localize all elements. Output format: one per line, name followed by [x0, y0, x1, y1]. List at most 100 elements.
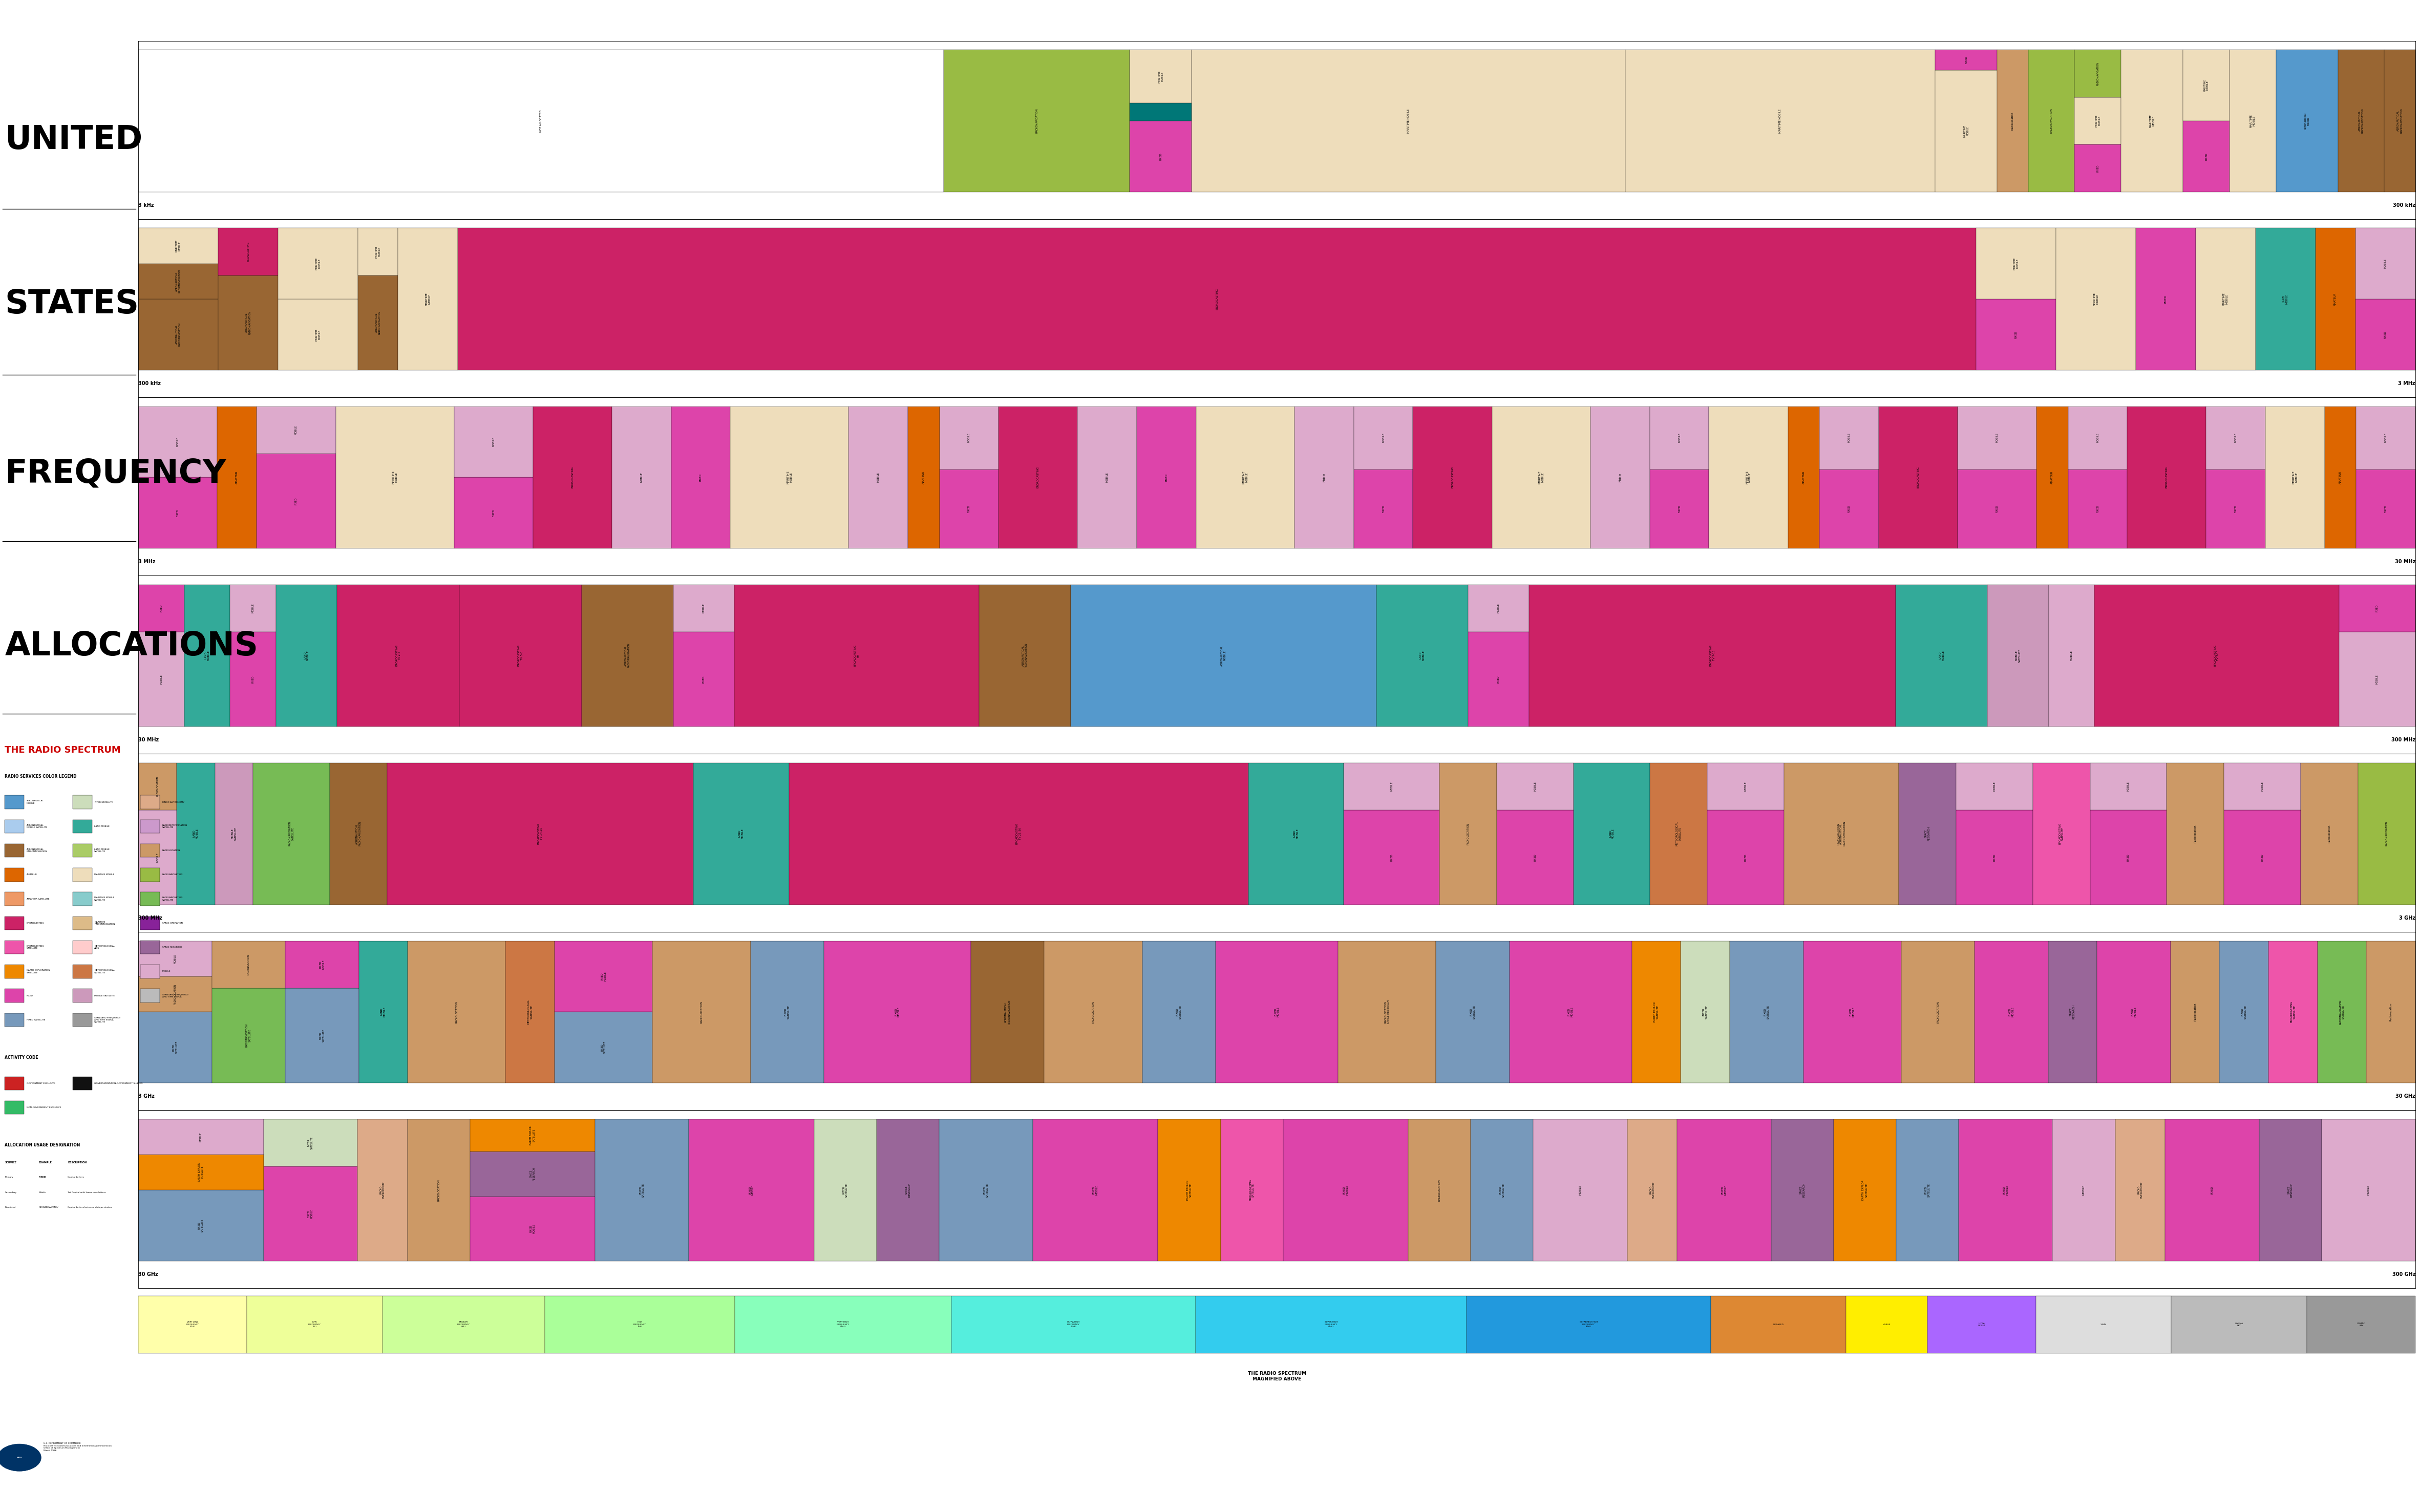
Bar: [1345, 810, 1439, 904]
Text: LAND
MOBILE: LAND MOBILE: [1420, 650, 1425, 661]
Text: BROADCASTING: BROADCASTING: [1451, 467, 1454, 488]
Text: FIXED
SATELLITE: FIXED SATELLITE: [1176, 1005, 1183, 1019]
Text: FIXED
MOBILE: FIXED MOBILE: [895, 1007, 900, 1018]
Text: FIXED: FIXED: [2015, 331, 2017, 339]
Text: MARITIME
MOBILE: MARITIME MOBILE: [426, 292, 431, 305]
Text: MEDIUM
FREQUENCY
(MF): MEDIUM FREQUENCY (MF): [457, 1321, 469, 1328]
Bar: [939, 407, 999, 469]
Bar: [2056, 228, 2136, 370]
Text: Radiolocation: Radiolocation: [2194, 1002, 2196, 1021]
Bar: [1193, 50, 1626, 192]
Text: EXAMPLE: EXAMPLE: [39, 1161, 53, 1164]
Bar: [1076, 407, 1137, 549]
Text: AERONAUTICAL
MOBILE: AERONAUTICAL MOBILE: [1222, 646, 1226, 665]
Bar: [2206, 407, 2267, 469]
Bar: [218, 228, 278, 275]
Bar: [278, 299, 358, 370]
Text: MOBILE: MOBILE: [878, 472, 881, 482]
Text: FIXED: FIXED: [2126, 854, 2129, 860]
Bar: [2076, 97, 2121, 145]
Text: BROADCASTING
TV 7-13: BROADCASTING TV 7-13: [1710, 644, 1715, 667]
Text: LAND MOBILE: LAND MOBILE: [94, 826, 109, 827]
Text: AERONAUTICAL
RADIONAVIGATION: AERONAUTICAL RADIONAVIGATION: [356, 821, 360, 847]
Bar: [907, 407, 939, 549]
Bar: [2054, 1119, 2114, 1261]
Bar: [670, 407, 731, 549]
Text: FIXED: FIXED: [2165, 295, 2167, 302]
Text: AERONAUTICAL
RADIONAVIGATION: AERONAUTICAL RADIONAVIGATION: [1021, 643, 1028, 668]
Text: RADIO ASTRONOMY: RADIO ASTRONOMY: [162, 801, 184, 803]
Text: SPACE
RESEARCH: SPACE RESEARCH: [1926, 827, 1930, 841]
Bar: [215, 762, 254, 904]
Text: LAND
MOBILE: LAND MOBILE: [194, 829, 198, 839]
Text: FIXED
MOBILE: FIXED MOBILE: [530, 1223, 535, 1234]
Text: LAND
MOBILE: LAND MOBILE: [1609, 829, 1613, 839]
Bar: [73, 1077, 92, 1090]
Bar: [1802, 940, 1901, 1083]
Bar: [1901, 940, 1974, 1083]
Bar: [2196, 228, 2255, 370]
Text: FIXED
SATELLITE: FIXED SATELLITE: [1926, 1182, 1930, 1198]
Text: FIXED
MOBILE: FIXED MOBILE: [1851, 1007, 1855, 1018]
Bar: [2337, 50, 2385, 192]
Text: FIXED
SATELLITE: FIXED SATELLITE: [1500, 1182, 1505, 1198]
Bar: [1497, 810, 1572, 904]
Bar: [2223, 762, 2300, 810]
Text: FIXED: FIXED: [699, 473, 702, 481]
Text: LAND
MOBILE: LAND MOBILE: [738, 829, 745, 839]
Bar: [1976, 299, 2056, 370]
Text: FIXED
SATELLITE: FIXED SATELLITE: [198, 1219, 203, 1232]
Text: MARITIME MOBILE: MARITIME MOBILE: [94, 874, 114, 875]
Bar: [1159, 1119, 1222, 1261]
Text: RADIO
ASTRONOMY: RADIO ASTRONOMY: [1650, 1181, 1655, 1199]
Text: Radiolocation: Radiolocation: [2194, 824, 2196, 842]
Bar: [138, 1012, 213, 1083]
Bar: [73, 1013, 92, 1027]
Text: MARITIME
MOBILE: MARITIME MOBILE: [2013, 257, 2020, 269]
Text: MOBILE: MOBILE: [1679, 432, 1681, 443]
Bar: [140, 820, 160, 833]
Bar: [73, 916, 92, 930]
Bar: [2356, 469, 2417, 549]
Bar: [138, 762, 177, 810]
Bar: [1529, 585, 1896, 726]
Bar: [554, 1012, 653, 1083]
Text: AMATEUR: AMATEUR: [1802, 470, 1805, 484]
Text: SPACE
RESEARCH: SPACE RESEARCH: [2288, 1182, 2293, 1198]
Text: MARITIME
MOBILE: MARITIME MOBILE: [1243, 470, 1248, 484]
Bar: [358, 1119, 406, 1261]
Bar: [2172, 1296, 2308, 1353]
Bar: [1710, 1296, 1846, 1353]
Bar: [1534, 1119, 1628, 1261]
Text: MARITIME
MOBILE: MARITIME MOBILE: [392, 470, 397, 484]
Bar: [1294, 407, 1355, 549]
Text: 3 kHz: 3 kHz: [138, 203, 155, 209]
Bar: [849, 407, 907, 549]
Text: Mobile: Mobile: [1323, 473, 1326, 482]
Bar: [1509, 940, 1633, 1083]
Text: FIXED SATELLITE: FIXED SATELLITE: [27, 1019, 46, 1021]
Bar: [1628, 1119, 1676, 1261]
Text: FIXED: FIXED: [2385, 505, 2388, 513]
Bar: [406, 1119, 469, 1261]
Bar: [694, 762, 789, 904]
Bar: [1413, 407, 1493, 549]
Bar: [358, 275, 399, 370]
Bar: [469, 1151, 595, 1196]
Bar: [2068, 469, 2126, 549]
Bar: [2322, 1119, 2414, 1261]
Text: 300 GHz: 300 GHz: [2392, 1272, 2414, 1278]
Bar: [1998, 50, 2027, 192]
Bar: [138, 632, 184, 726]
Text: FIXED: FIXED: [2235, 505, 2238, 513]
Text: FIXED: FIXED: [1534, 854, 1536, 860]
Bar: [735, 585, 980, 726]
Text: EXTREMELY HIGH
FREQUENCY
(EHF): EXTREMELY HIGH FREQUENCY (EHF): [1580, 1321, 1597, 1328]
Bar: [689, 1119, 813, 1261]
Text: MOBILE: MOBILE: [1996, 432, 1998, 443]
Bar: [73, 820, 92, 833]
Text: Capital Letters between oblique strokes: Capital Letters between oblique strokes: [68, 1207, 111, 1208]
Bar: [140, 916, 160, 930]
Bar: [1217, 940, 1338, 1083]
Text: 300 MHz: 300 MHz: [2392, 738, 2414, 742]
